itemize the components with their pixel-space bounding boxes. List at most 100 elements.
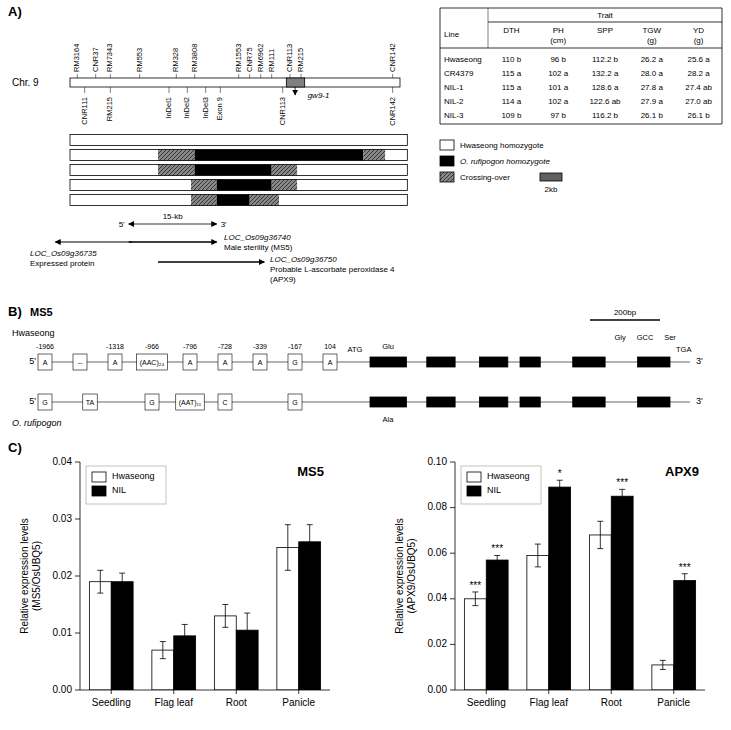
x-tick-label: Seedling [92, 697, 131, 708]
error-bar [557, 480, 563, 494]
genotype-segment [195, 150, 364, 161]
variant-label: G [292, 359, 297, 366]
table-cell: 96 b [550, 55, 566, 64]
legend-swatch [92, 472, 106, 482]
scale-label: 200bp [614, 308, 637, 317]
table-header: DTH [503, 26, 520, 35]
y-tick-label: 0.04 [428, 592, 448, 603]
variant-box [108, 354, 122, 370]
amino-acid-label: Ser [664, 333, 676, 342]
marker-label: CNR142 [388, 97, 397, 126]
marker-tick [194, 74, 195, 78]
marker-tick [392, 87, 393, 93]
genotype-segment [195, 165, 272, 176]
significance-label: *** [491, 543, 503, 554]
y-tick [450, 598, 455, 599]
table-rule [488, 8, 489, 48]
exon [573, 397, 605, 407]
genotype-segment [272, 165, 298, 176]
exon [370, 357, 406, 367]
table-cell: Hwaseong [444, 55, 482, 64]
marker-tick [110, 87, 111, 93]
x-tick-label: Panicle [282, 697, 315, 708]
y-tick [75, 633, 80, 634]
legend-label: Crossing-over [460, 173, 510, 182]
error-cap [535, 544, 541, 545]
table-cell: 128.6 a [592, 83, 619, 92]
error-cap [619, 503, 625, 504]
end-label: 5' [29, 356, 36, 366]
background [0, 0, 731, 730]
error-cap [285, 570, 291, 571]
legend-swatch [440, 156, 454, 166]
genotype-segment [272, 180, 298, 191]
legend: HwaseongNIL [86, 466, 166, 504]
variant-label: G [149, 399, 154, 406]
marker-label: RM1553 [234, 44, 243, 72]
error-cap [160, 658, 166, 659]
table-cell: 26.1 b [641, 111, 664, 120]
scale-arrow [129, 224, 217, 225]
exon [520, 357, 540, 367]
genotype-segment [158, 165, 195, 176]
error-cap [557, 493, 563, 494]
x-tick [673, 690, 674, 694]
legend-label: NIL [112, 485, 126, 495]
table-cell: 115 a [502, 83, 522, 92]
marker-label: InDel1 [164, 97, 173, 119]
codon-label: ATG [348, 345, 363, 354]
variant-label: A [113, 359, 118, 366]
error-bar [160, 642, 166, 659]
error-bar [285, 525, 291, 571]
significance-label: *** [469, 580, 481, 591]
position-label: -1966 [36, 343, 54, 350]
legend-box [461, 466, 541, 504]
genotype-segment [250, 195, 279, 206]
variant-box [288, 354, 302, 370]
plot-area [89, 525, 320, 690]
genotype-segment [297, 165, 407, 176]
legend-label: Hwaseong homozygote [460, 141, 544, 150]
chromosome [70, 78, 400, 87]
error-stem [684, 574, 685, 588]
variant-label: -- [78, 359, 83, 366]
marker-label: RM215 [296, 48, 305, 72]
position-label: -1318 [106, 343, 124, 350]
y-tick [75, 576, 80, 577]
error-bar [494, 555, 500, 564]
genotype-segment [70, 150, 158, 161]
variant-box [83, 394, 97, 410]
y-tick-label: 0.08 [428, 501, 448, 512]
gene-id: LOC_Os09g36735 [30, 249, 97, 258]
scale-bar [590, 319, 660, 321]
table-cell: 28.2 a [687, 69, 710, 78]
marker-label: Exon 9 [215, 97, 224, 120]
locus-arrow [295, 87, 296, 95]
marker-label: RM3164 [72, 44, 81, 72]
marker-tick [187, 87, 188, 93]
label-line: TGW [642, 26, 661, 35]
amino-acid-label: Ala [383, 415, 395, 424]
bar [589, 535, 611, 690]
error-stem [100, 570, 101, 593]
significance-label: *** [679, 562, 691, 573]
error-bar [472, 592, 478, 606]
variant-label: C [222, 399, 227, 406]
table-cell: 110 b [502, 55, 522, 64]
exon [520, 397, 540, 407]
exon [370, 397, 406, 407]
error-cap [222, 604, 228, 605]
genotype-segment [279, 195, 407, 206]
variant-label: TA [86, 399, 95, 406]
gene-description: Male sterility (MS5) [224, 243, 293, 252]
end-label: 3' [696, 356, 703, 366]
table-cell: 26.1 b [687, 111, 710, 120]
x-tick [298, 690, 299, 694]
bar-chart: 0.000.010.020.030.04Relative expression … [19, 456, 330, 708]
genotype-segment [70, 180, 191, 191]
error-stem [225, 605, 226, 628]
variant-box [145, 394, 159, 410]
gene-id: LOC_Os09g36740 [224, 233, 291, 242]
error-bar [97, 570, 103, 593]
y-tick [75, 690, 80, 691]
